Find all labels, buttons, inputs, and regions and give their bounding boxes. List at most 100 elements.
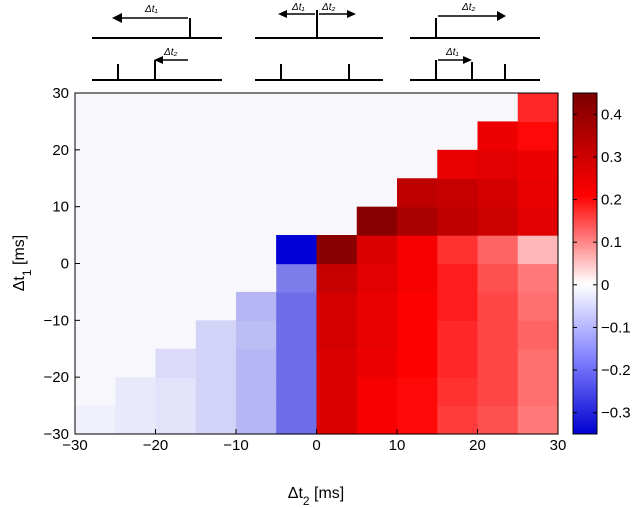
heatmap-cell [517,320,559,350]
heatmap-cell [517,121,559,151]
heatmap-cell [276,377,318,407]
heatmap-cell [477,348,519,378]
heatmap-cell [437,178,479,208]
x-axis-ticks: −30 −20 −10 0 10 20 30 [62,429,566,454]
colorbar-tick-label: 0.1 [601,234,622,251]
schematic-label-dt1-a: Δt₁ [144,4,158,15]
heatmap-cell [195,377,237,407]
schematic-panel-1: Δt₁ Δt₂ [92,4,222,81]
heatmap-cell [155,377,197,407]
heatmap-cell [397,263,438,293]
heatmap-cell [517,405,559,435]
schematic-label-dt2-a: Δt₂ [163,47,177,58]
schematic-label-dt1-c: Δt₁ [445,47,459,58]
x-tick-label: 10 [389,437,406,454]
heatmap-cell [397,320,438,350]
heatmap-cell [397,206,438,236]
heatmap-cell [437,206,479,236]
y-tick-label: −10 [44,312,69,329]
heatmap-cell [397,348,438,378]
colorbar-tick-label: −0.1 [601,319,631,336]
heatmap-cell [195,320,237,350]
colorbar-ticks: 0.4 0.3 0.2 0.1 0 −0.1 −0.2 −0.3 [573,106,631,422]
colorbar-tick-label: −0.2 [601,362,631,379]
heatmap-cell [397,405,438,435]
heatmap-cell [236,377,277,407]
y-tick-label: −30 [44,426,69,443]
y-axis-label: Δt1 [ms] [11,235,34,292]
heatmap-cell [276,320,318,350]
y-tick-label: 10 [52,199,69,216]
heatmap-cell [477,405,519,435]
schematic-label-dt1-b: Δt₁ [291,2,305,13]
colorbar-tick-label: 0.3 [601,149,622,166]
heatmap-cell [477,235,519,265]
heatmap-cell [356,291,398,321]
heatmap-cell [316,377,358,407]
heatmap-cell [236,291,277,321]
schematic-panel-3: Δt₂ Δt₁ [410,2,540,81]
heatmap-cell [276,348,318,378]
heatmap-cell [356,235,398,265]
heatmap-cell [517,377,559,407]
heatmap-cell [236,348,277,378]
heatmap-cell [236,405,277,435]
y-axis-ticks: −30 −20 −10 0 10 20 30 [44,85,80,443]
heatmap-cell [477,291,519,321]
heatmap-cell [397,291,438,321]
y-tick-label: 0 [61,256,69,273]
heatmap-cell [276,235,318,265]
heatmap-cell [356,405,398,435]
heatmap-cell [155,405,197,435]
heatmap-cell [75,405,116,435]
colorbar-tick-label: 0.4 [601,106,622,123]
heatmap-cell [356,263,398,293]
heatmap-cell [276,291,318,321]
heatmap-cell [437,320,479,350]
heatmap-cell [437,405,479,435]
heatmap-cell [316,235,358,265]
heatmap-cell [437,291,479,321]
heatmap-cell [195,348,237,378]
heatmap-cell [477,178,519,208]
y-tick-label: 30 [52,85,69,102]
heatmap-cell [517,291,559,321]
x-tick-label: 30 [550,437,567,454]
heatmap-cell [356,206,398,236]
heatmap-cell [517,235,559,265]
heatmap-cell [316,291,358,321]
heatmap-cell [517,149,559,179]
schematic-panel-2: Δt₁ Δt₂ [255,2,383,81]
schematic-panels: Δt₁ Δt₂ Δt₁ Δt₂ Δt₂ [92,2,540,81]
x-tick-label: −20 [143,437,168,454]
heatmap-cell [517,178,559,208]
heatmap-cell [517,263,559,293]
heatmap-cell [517,348,559,378]
x-tick-label: −30 [62,437,87,454]
heatmap-cell [397,178,438,208]
colorbar-tick-label: 0.2 [601,192,622,209]
colorbar [572,92,598,435]
heatmap-cell [356,377,398,407]
heatmap-cell [316,263,358,293]
heatmap-cell [437,235,479,265]
schematic-label-dt2-b: Δt₂ [321,2,335,13]
colorbar-tick-label: −0.3 [601,405,631,422]
heatmap-cell [437,149,479,179]
heatmap-cell [437,377,479,407]
heatmap-cell [437,348,479,378]
heatmap-cell [397,377,438,407]
heatmap-cell [356,320,398,350]
heatmap-cell [276,405,318,435]
schematic-label-dt2-c: Δt₂ [461,2,475,13]
heatmap-cell [437,263,479,293]
heatmap-cell [316,348,358,378]
y-tick-label: −20 [44,369,69,386]
x-tick-label: 0 [312,437,320,454]
heatmap-cells [75,93,559,435]
heatmap-cell [316,320,358,350]
heatmap-cell [477,206,519,236]
heatmap-cell [195,405,237,435]
y-tick-label: 20 [52,142,69,159]
